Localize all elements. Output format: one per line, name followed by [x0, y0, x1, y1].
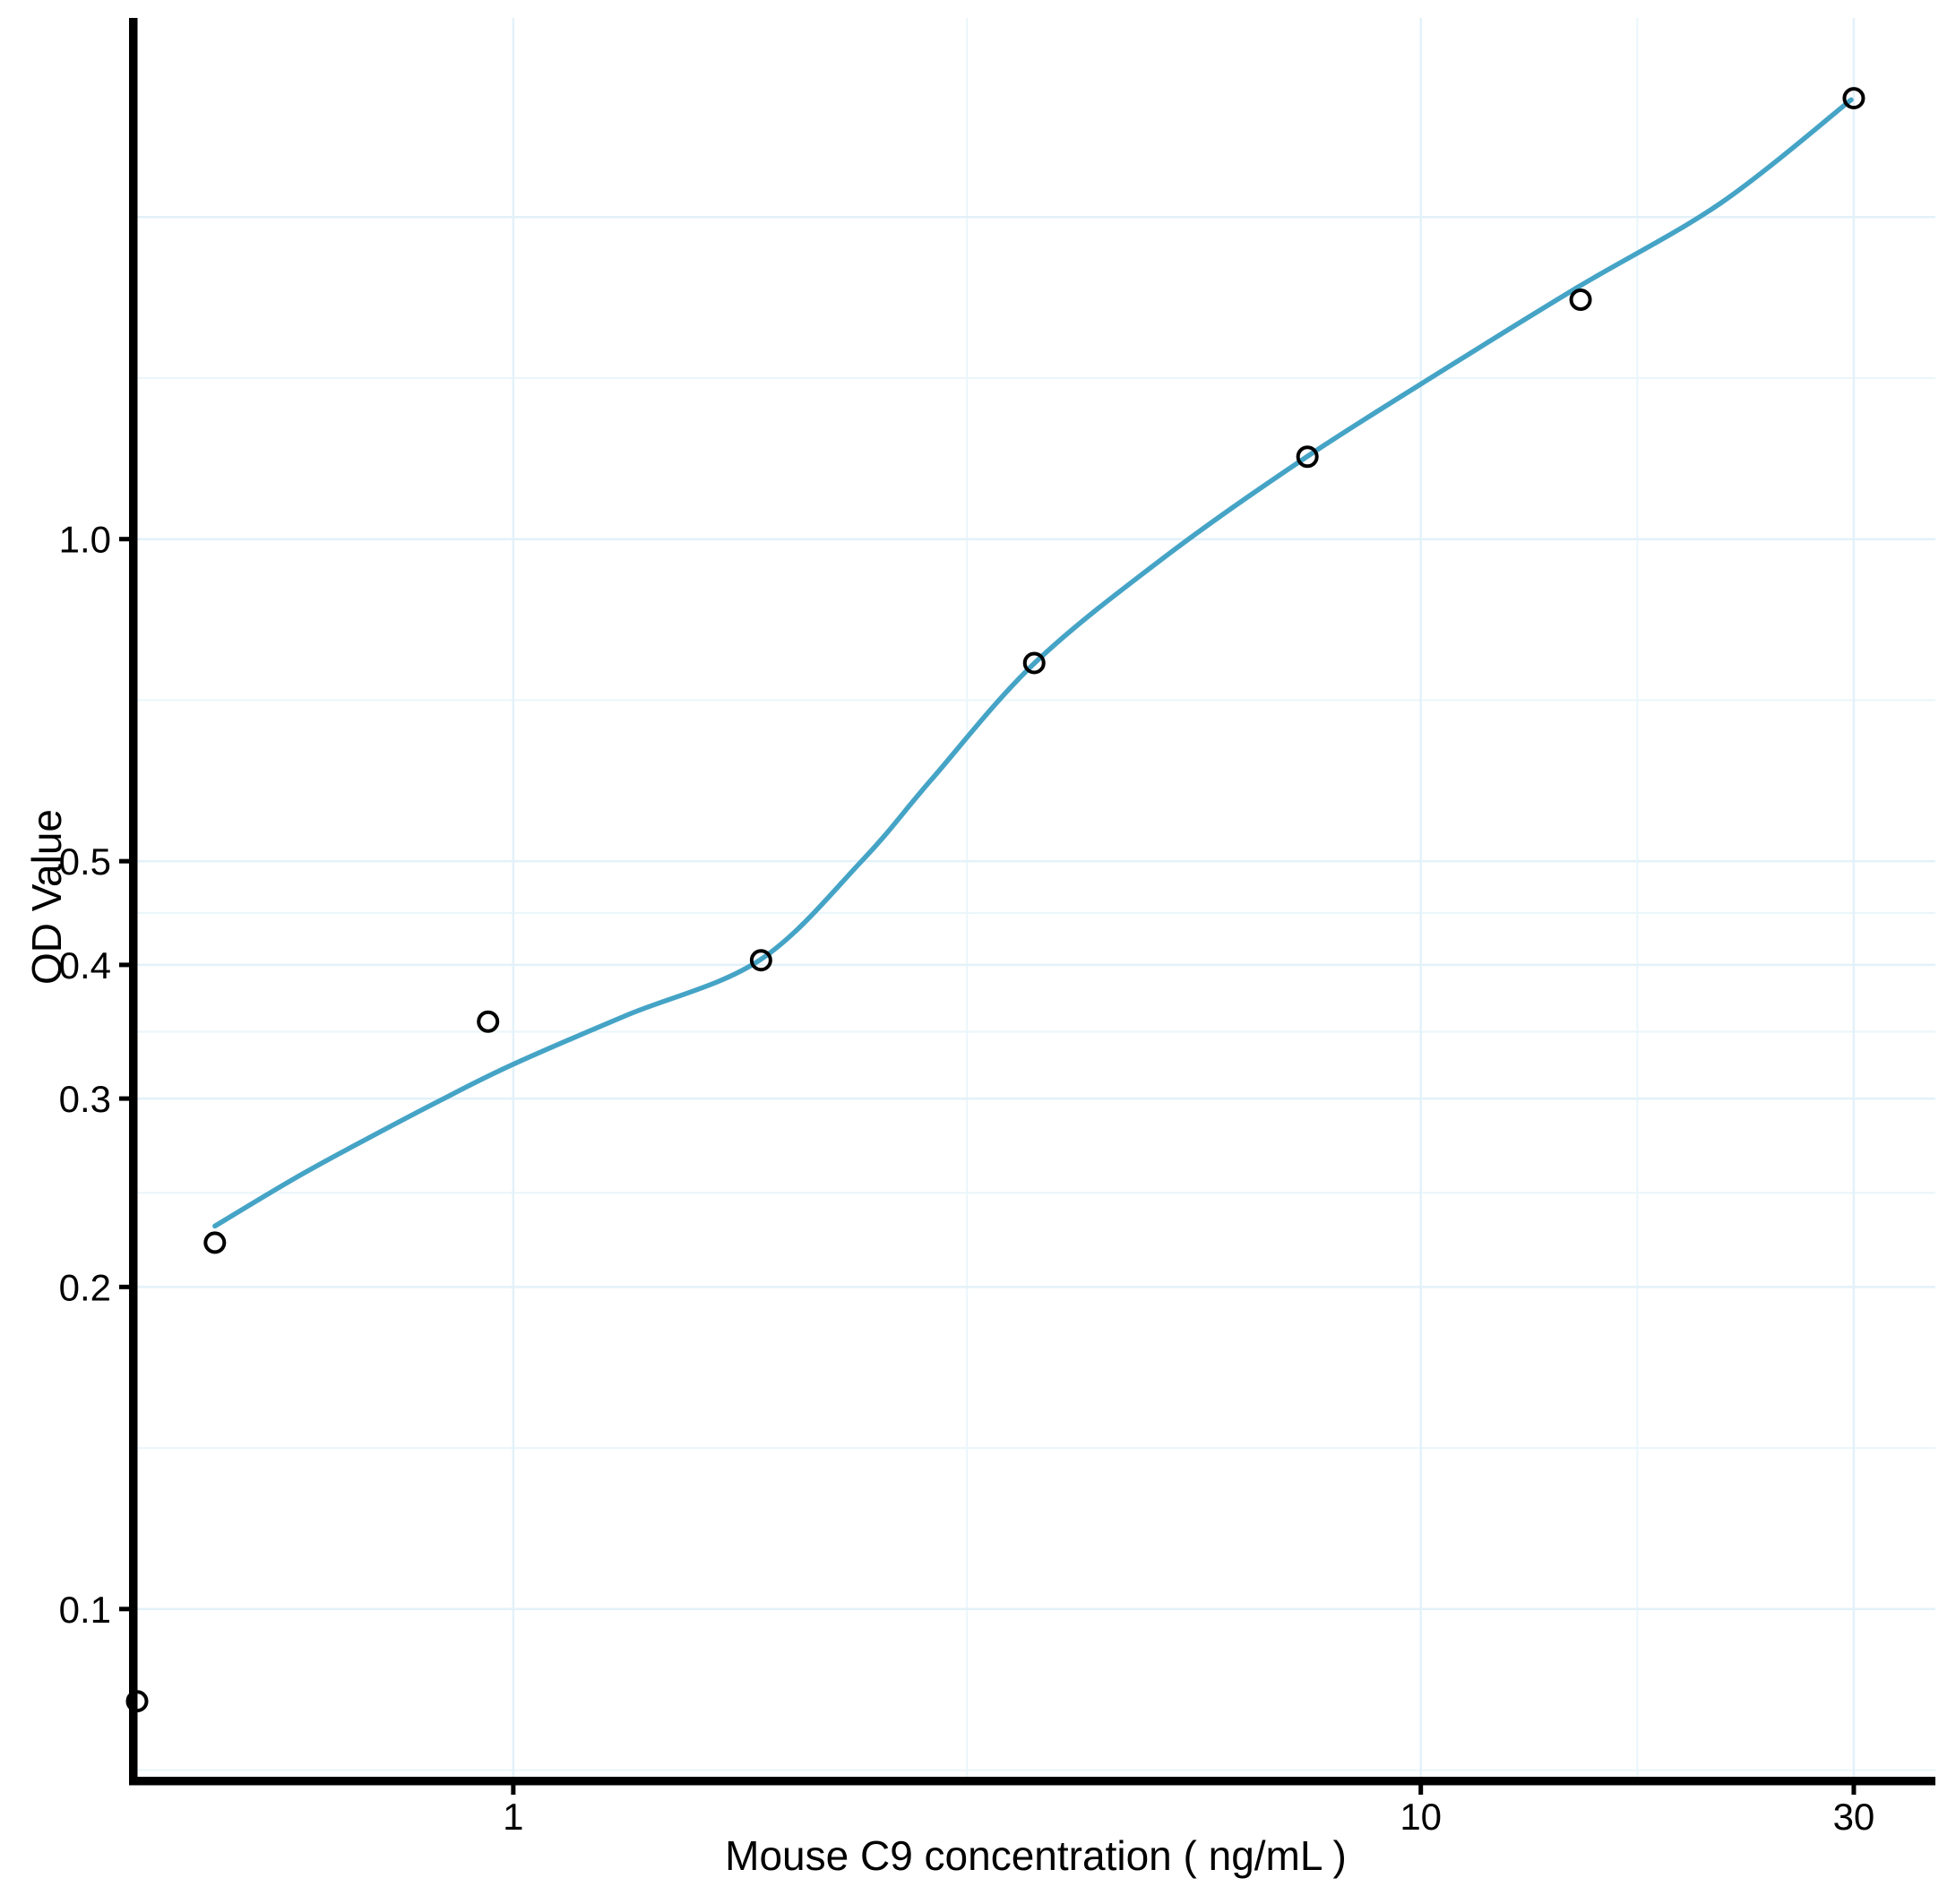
y-tick-label: 1.0 — [59, 519, 111, 561]
data-layer — [125, 87, 1866, 1713]
y-tick-label: 0.2 — [59, 1266, 111, 1308]
data-point — [1569, 289, 1592, 312]
label-layer: Mouse C9 concentration ( ng/mL ) OD Valu… — [23, 519, 1874, 1879]
y-tick-label: 0.5 — [59, 840, 111, 883]
fit-curve — [212, 97, 1854, 1229]
x-tick-label: 30 — [1833, 1796, 1875, 1838]
data-point — [1022, 651, 1046, 675]
x-axis-line — [129, 1777, 1935, 1786]
data-point — [1842, 87, 1866, 110]
x-tick-label: 1 — [503, 1796, 523, 1838]
y-tick-label: 0.4 — [59, 944, 111, 986]
data-point — [203, 1231, 227, 1254]
grid-layer — [137, 18, 1935, 1777]
y-axis-title: OD Value — [23, 809, 70, 985]
x-axis-title: Mouse C9 concentration ( ng/mL ) — [725, 1832, 1347, 1879]
y-tick-label: 0.1 — [59, 1589, 111, 1631]
data-point — [1296, 445, 1319, 469]
x-tick-label: 10 — [1400, 1796, 1442, 1838]
y-axis-line — [129, 18, 138, 1786]
axis-layer — [119, 18, 1935, 1795]
data-point — [749, 949, 772, 972]
y-tick-label: 0.3 — [59, 1078, 111, 1120]
data-point — [477, 1010, 500, 1033]
